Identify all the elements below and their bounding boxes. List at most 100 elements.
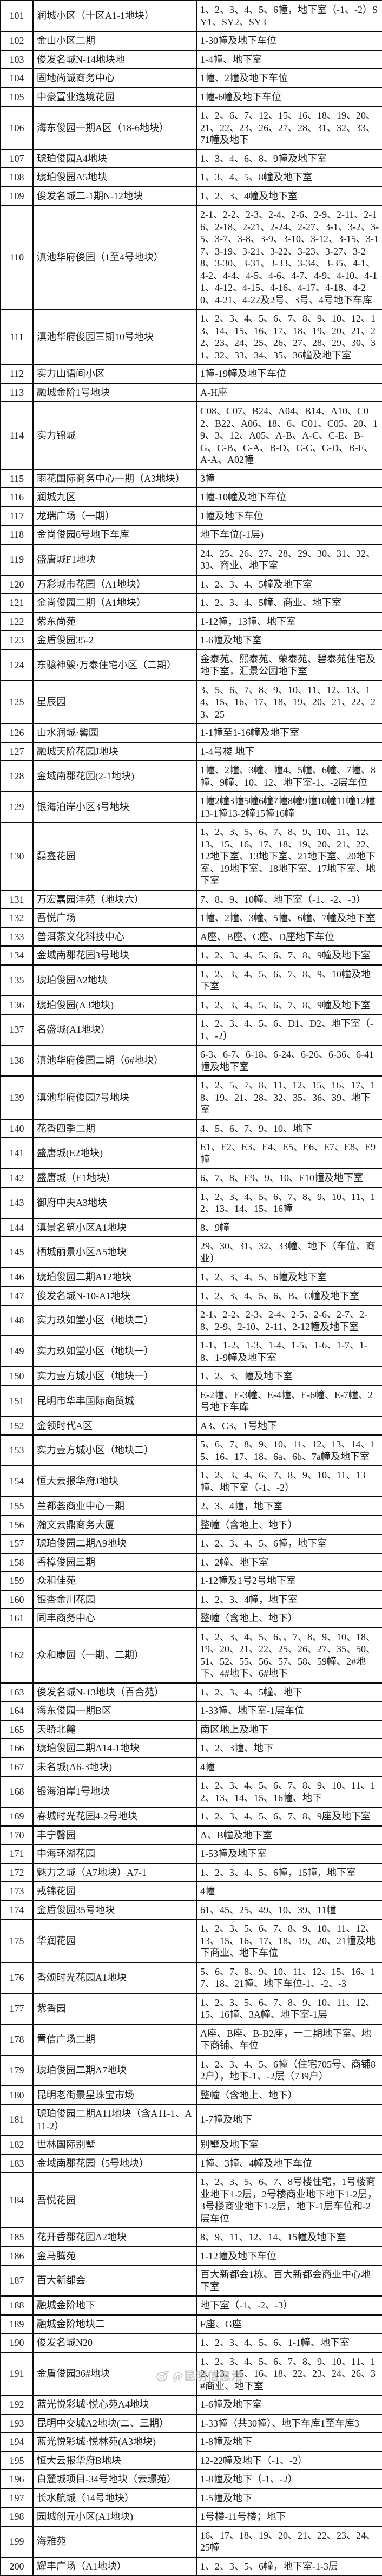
buildings-cell: 1、2、3、4、5、6幢，地下室 (196, 1534, 382, 1554)
buildings-cell: A3、C3、1号地下 (196, 1416, 382, 1436)
buildings-cell: A座、B座、C座、D座地下车位 (196, 927, 382, 947)
row-number-cell: 199 (0, 2525, 34, 2558)
row-number-cell: 181 (0, 2104, 34, 2136)
table-row: 192 蓝光悦彩城·悦心苑A4地块 1-6幢及地下室 (0, 2395, 382, 2415)
project-name-cell: 俊发名城N-10-A1地块 (32, 1286, 197, 1306)
project-name-cell: 园城创元小区(A1地块) (32, 2507, 197, 2527)
buildings-cell: 1、2、3、5、6幢，地下室-1-3层 (196, 2556, 382, 2576)
table-row: 179 琥珀俊园二期A7地块 1、2、3、4、5、6幢（住宅705号、商铺82户… (0, 2054, 382, 2086)
buildings-cell: 1、2、3、4、5、6、B、C幢及地下室 (196, 1286, 382, 1306)
row-number-cell: 143 (0, 1186, 34, 1219)
project-name-cell: 昆明中交城A2地块(二、三期） (32, 2413, 197, 2433)
buildings-cell: 1-12幢及地下车位 (196, 2246, 382, 2266)
buildings-cell: 1、2、3、4、5幢、地下 (196, 1682, 382, 1702)
table-row: 177 紫香园 1、2、3、5、6、7、8、9、10、11、12、15、16幢、… (0, 1992, 382, 2025)
buildings-cell: 61、45、25、49、10、39、11幢 (196, 1900, 382, 1920)
table-row: 168 银海泊岸1号地块 1、2、3、4、5、6、7、8、9、10、11、12、… (0, 1776, 382, 1808)
table-row: 107 琥珀俊园A4地块 1、3、4、6、8、9幢及地下室 (0, 148, 382, 168)
project-name-cell: 戎锦花园 (32, 1881, 197, 1901)
project-name-cell: 海东俊园一期A区（18-6地块） (32, 106, 197, 150)
buildings-cell: 地下车位(-1层) (196, 525, 382, 545)
row-number-cell: 161 (0, 1608, 34, 1628)
buildings-cell: 1、2、3、4、5、6、7、8、9、10、11、12、13、14、15、16幢、… (196, 1776, 382, 1808)
table-row: 106 海东俊园一期A区（18-6地块） 1、2、6、7、12、15、16、18… (0, 106, 382, 150)
row-number-cell: 183 (0, 2153, 34, 2173)
buildings-cell: 1-8幢及地下 (196, 2432, 382, 2452)
project-name-cell: 昆明市华丰国际商贸城 (32, 1385, 197, 1417)
project-name-cell: 同丰商务中心 (32, 1608, 197, 1628)
table-row: 133 普洱茶文化科技中心 A座、B座、C座、D座地下车位 (0, 927, 382, 947)
project-name-cell: 融城天阶花园J地块 (32, 741, 197, 761)
buildings-cell: 1、2、3、4、5、6、7、8、9、10、11、12、13、15、16、18、2… (196, 2351, 382, 2396)
row-number-cell: 164 (0, 1701, 34, 1721)
table-row: 149 实力玖如堂小区（地块一） 1-1、1-2、1-3、1-4、1-5、1-6… (0, 1335, 382, 1367)
project-name-cell: 金域南郡花园3号地块 (32, 945, 197, 966)
row-number-cell: 142 (0, 1168, 34, 1188)
table-row: 172 魅力之城（A7地块）A7-1 1、2、3、4、5、6幢，15幢，地下室 (0, 1862, 382, 1882)
row-number-cell: 132 (0, 908, 34, 928)
row-number-cell: 141 (0, 1137, 34, 1169)
table-row: 145 栖城丽景小区A5地块 29、30、31、32、33幢、地下（车位、商业） (0, 1236, 382, 1268)
buildings-cell: 1、2、3、4、5、6幢，地下室（-1、-2）SY1、SY2、SY3 (196, 0, 382, 32)
project-name-cell: 花开香郡花园A2地块 (32, 2227, 197, 2247)
project-name-cell: 滇池华府俊园二期（6#地块） (32, 1045, 197, 1077)
row-number-cell: 127 (0, 741, 34, 761)
row-number-cell: 186 (0, 2246, 34, 2266)
row-number-cell: 135 (0, 964, 34, 996)
row-number-cell: 151 (0, 1385, 34, 1417)
project-name-cell: 实力玖如堂小区（地块一） (32, 1335, 197, 1367)
project-name-cell: 实力壹方城小区（地块二） (32, 1434, 197, 1466)
project-name-cell: 融城金阶地下 (32, 2295, 197, 2316)
buildings-cell: 1、2、3、4、5、6、7、8、9幢及地下室 (196, 945, 382, 966)
buildings-cell: 1、3、4、5、8幢及地下室 (196, 167, 382, 187)
buildings-cell: 4、5、6、7、9、10、地下 (196, 1118, 382, 1138)
row-number-cell: 192 (0, 2395, 34, 2415)
buildings-cell: 1、2、3、4幢，地下室 (196, 1589, 382, 1609)
buildings-cell: 1、2、3、4、5、6、、7、8、9、10、18、19、20、21、22、25、… (196, 1627, 382, 1684)
row-number-cell: 126 (0, 723, 34, 743)
project-name-cell: 耀丰广场（A1地块） (32, 2556, 197, 2576)
buildings-cell: 1-30幢及地下车位 (196, 31, 382, 51)
row-number-cell: 108 (0, 167, 34, 187)
project-name-cell: 银杏金川花园 (32, 1589, 197, 1609)
table-row: 158 香樟俊园三期 1、2幢、地下室 (0, 1552, 382, 1572)
buildings-cell: 1-12幢及1号2号地下室 (196, 1571, 382, 1591)
project-name-cell: 天骄北麓 (32, 1719, 197, 1739)
buildings-cell: 1-1、1-2、1-3、1-4、1-5、1-6、1-7、1-8、1-9幢及地下室 (196, 1335, 382, 1367)
table-row: 153 实力壹方城小区（地块二） 5、6、7、8、9、10、11、12、13、1… (0, 1434, 382, 1466)
table-row: 160 银杏金川花园 1、2、3、4幢，地下室 (0, 1589, 382, 1609)
project-name-cell: 实力锦城 (32, 401, 197, 470)
row-number-cell: 111 (0, 309, 34, 365)
buildings-cell: 1幢-10幢及地下车位 (196, 487, 382, 507)
project-name-cell: 金盾俊园35-2 (32, 630, 197, 650)
row-number-cell: 114 (0, 401, 34, 470)
project-name-cell: 琥珀俊园二期A7地块 (32, 2054, 197, 2086)
table-row: 159 众和佳苑 1-12幢及1号2号地下室 (0, 1571, 382, 1591)
row-number-cell: 154 (0, 1465, 34, 1497)
buildings-cell: 1、2、3、4、5、6幢及地下室 (196, 1267, 382, 1287)
project-name-cell: 魅力之城（A7地块）A7-1 (32, 1862, 197, 1882)
row-number-cell: 107 (0, 148, 34, 168)
table-row: 190 俊发名城N20 1、2、3、4、5、6、1-1幢、地下室 (0, 2333, 382, 2353)
row-number-cell: 115 (0, 468, 34, 488)
buildings-cell: 1幢、2幢、3幢、5幢、6幢、7幢及地下室 (196, 908, 382, 928)
row-number-cell: 118 (0, 525, 34, 545)
buildings-cell: E-2幢、E-3幢、E-4幢、E-6幢、E-7幢、2号地下车库 (196, 1385, 382, 1417)
buildings-cell: 1、2、3、4、5、6、7、8、9幢及地下室 (196, 995, 382, 1015)
row-number-cell: 103 (0, 49, 34, 69)
row-number-cell: 174 (0, 1900, 34, 1920)
buildings-cell: 5、6、7、8、9、10、11、12、13、14、15、16、17、18、6a、… (196, 1434, 382, 1466)
table-row: 130 磊鑫花园 1、2、3、5、6、7、8、9、10、11、12、13、15、… (0, 822, 382, 891)
buildings-cell: 1-4幢、地下室 (196, 49, 382, 69)
project-name-cell: 海东俊园一期B区 (32, 1701, 197, 1721)
row-number-cell: 130 (0, 822, 34, 891)
row-number-cell: 158 (0, 1552, 34, 1572)
row-number-cell: 173 (0, 1881, 34, 1901)
buildings-cell: 1幢-6幢及地下车位 (196, 87, 382, 107)
row-number-cell: 136 (0, 995, 34, 1015)
row-number-cell: 169 (0, 1807, 34, 1827)
buildings-cell: 1幢、2幢及地下车位 (196, 68, 382, 88)
project-name-cell: 融城金阶1号地块 (32, 382, 197, 402)
project-name-cell: 俊发名城N-14地块地 (32, 49, 197, 69)
